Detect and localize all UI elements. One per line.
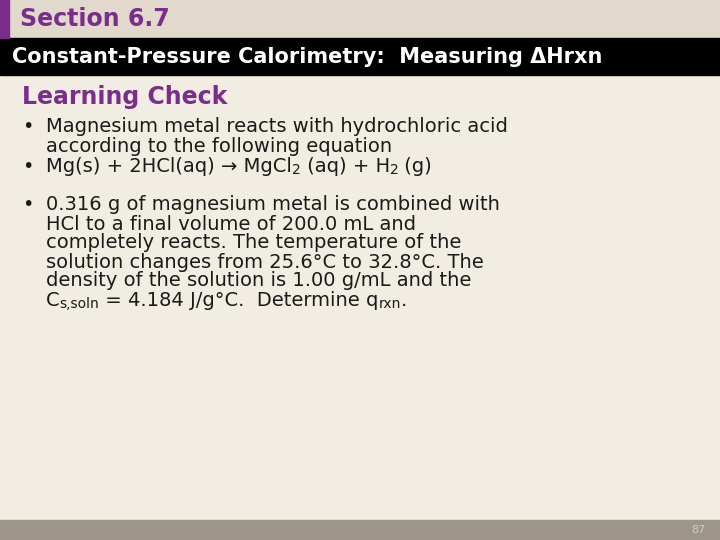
Text: .: . <box>401 291 408 309</box>
Text: Section 6.7: Section 6.7 <box>20 7 170 31</box>
Text: completely reacts. The temperature of the: completely reacts. The temperature of th… <box>46 233 462 253</box>
Text: 87: 87 <box>690 525 705 535</box>
Text: •: • <box>22 158 33 177</box>
Bar <box>0 520 720 540</box>
Text: Constant-Pressure Calorimetry:  Measuring ΔHrxn: Constant-Pressure Calorimetry: Measuring… <box>12 47 603 67</box>
Text: Learning Check: Learning Check <box>22 85 228 109</box>
Text: rxn: rxn <box>379 296 401 310</box>
Text: s,soln: s,soln <box>60 296 99 310</box>
Text: Magnesium metal reacts with hydrochloric acid: Magnesium metal reacts with hydrochloric… <box>46 118 508 137</box>
Text: HCl to a final volume of 200.0 mL and: HCl to a final volume of 200.0 mL and <box>46 214 416 233</box>
Text: (aq) + H: (aq) + H <box>301 158 390 177</box>
Text: 2: 2 <box>292 164 301 178</box>
Text: 0.316 g of magnesium metal is combined with: 0.316 g of magnesium metal is combined w… <box>46 195 500 214</box>
Bar <box>0 0 9 38</box>
Bar <box>0 0 720 38</box>
Text: (g): (g) <box>398 158 432 177</box>
Text: •: • <box>22 195 33 214</box>
Bar <box>0 38 720 75</box>
Text: Mg(s) + 2HCl(aq) → MgCl: Mg(s) + 2HCl(aq) → MgCl <box>46 158 292 177</box>
Text: according to the following equation: according to the following equation <box>46 137 392 156</box>
Text: C: C <box>46 291 60 309</box>
Text: solution changes from 25.6°C to 32.8°C. The: solution changes from 25.6°C to 32.8°C. … <box>46 253 484 272</box>
Text: density of the solution is 1.00 g/mL and the: density of the solution is 1.00 g/mL and… <box>46 272 472 291</box>
Text: = 4.184 J/g°C.  Determine q: = 4.184 J/g°C. Determine q <box>99 291 379 309</box>
Text: 2: 2 <box>390 164 398 178</box>
Text: •: • <box>22 118 33 137</box>
